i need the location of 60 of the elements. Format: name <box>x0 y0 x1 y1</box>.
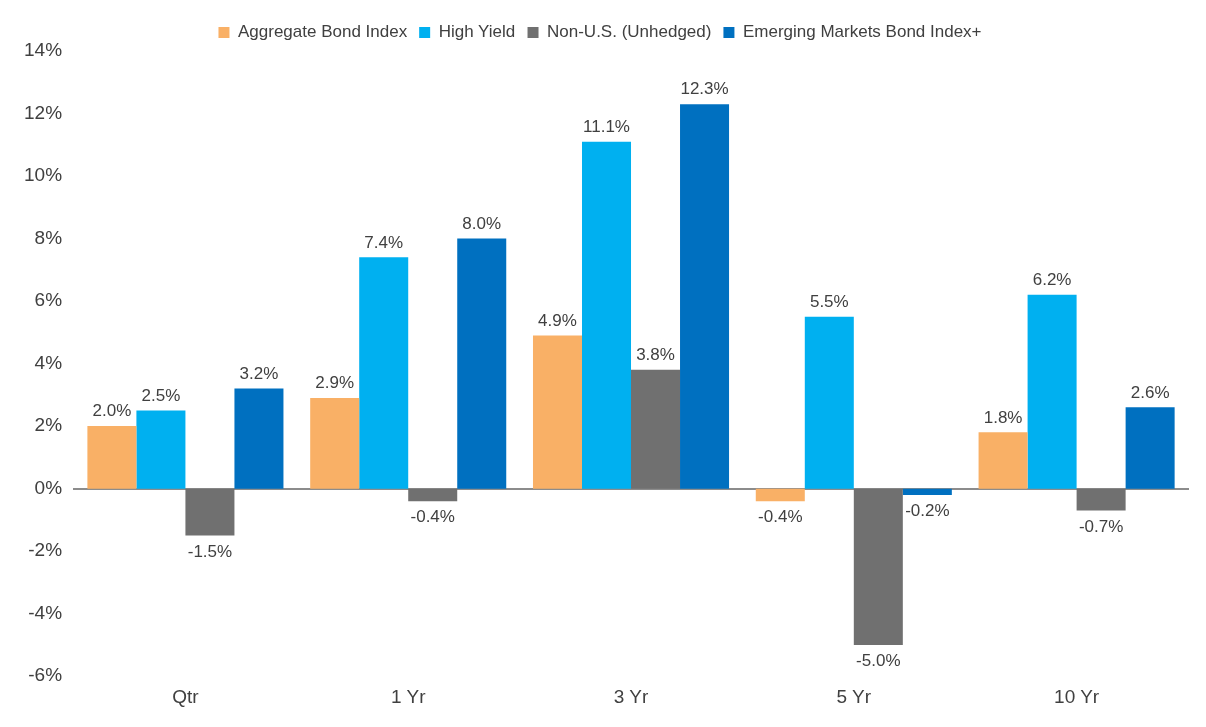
y-tick-label: 10% <box>24 164 63 186</box>
bar <box>457 238 507 489</box>
data-label: 12.3% <box>680 79 729 99</box>
data-label: 8.0% <box>462 213 502 233</box>
bar <box>1076 488 1126 511</box>
x-tick-label: 5 Yr <box>836 685 872 707</box>
data-label: 2.9% <box>315 373 355 393</box>
y-tick-label: 0% <box>34 476 63 498</box>
data-label: 3.2% <box>239 363 279 383</box>
bar <box>804 316 854 489</box>
data-label: 4.9% <box>538 310 577 330</box>
data-label: 2.6% <box>1130 382 1170 402</box>
x-tick-label: 3 Yr <box>613 685 649 707</box>
bar <box>680 104 730 489</box>
data-label: -0.4% <box>410 507 455 527</box>
x-tick-label: 1 Yr <box>390 685 427 707</box>
bar <box>631 369 681 489</box>
data-label: -0.4% <box>758 507 803 527</box>
data-label: -0.7% <box>1078 516 1124 536</box>
data-label: 7.4% <box>364 232 404 252</box>
legend-label: High Yield <box>438 22 516 42</box>
legend-label: Emerging Markets Bond Index+ <box>742 22 982 42</box>
bar <box>1125 407 1175 489</box>
bar <box>853 488 903 645</box>
x-tick-label: Qtr <box>172 685 200 707</box>
bar <box>310 397 360 489</box>
bar <box>234 388 284 489</box>
y-tick-label: 2% <box>34 414 63 436</box>
data-label: -1.5% <box>187 541 233 561</box>
bar <box>359 257 409 489</box>
bar <box>978 432 1028 489</box>
data-label: 3.8% <box>636 345 675 365</box>
y-tick-label: 6% <box>34 289 63 311</box>
bar <box>87 426 137 489</box>
y-tick-label: 4% <box>34 351 63 373</box>
data-label: 6.2% <box>1032 270 1072 290</box>
bar <box>1027 294 1077 489</box>
data-label: 1.8% <box>983 407 1023 427</box>
bar <box>185 488 235 536</box>
y-tick-label: 14% <box>24 39 63 61</box>
legend-label: Non-U.S. (Unhedged) <box>547 22 712 42</box>
y-tick-label: 8% <box>34 226 63 248</box>
legend-label: Aggregate Bond Index <box>237 22 408 42</box>
data-label: 2.5% <box>141 385 181 405</box>
data-label: 2.0% <box>92 401 132 421</box>
bar <box>582 141 632 489</box>
data-label: -5.0% <box>856 651 901 671</box>
data-label: -0.2% <box>905 501 950 521</box>
y-tick-label: 12% <box>24 101 63 123</box>
data-label: 11.1% <box>583 116 630 136</box>
x-tick-label: 10 Yr <box>1054 685 1100 707</box>
y-tick-label: -6% <box>28 664 63 686</box>
bar <box>136 410 186 489</box>
bar <box>902 488 952 495</box>
bar <box>532 335 582 489</box>
bar <box>408 488 458 502</box>
y-tick-label: -2% <box>28 539 63 561</box>
y-tick-label: -4% <box>28 601 63 623</box>
data-label: 5.5% <box>809 291 849 311</box>
bar <box>755 488 805 502</box>
